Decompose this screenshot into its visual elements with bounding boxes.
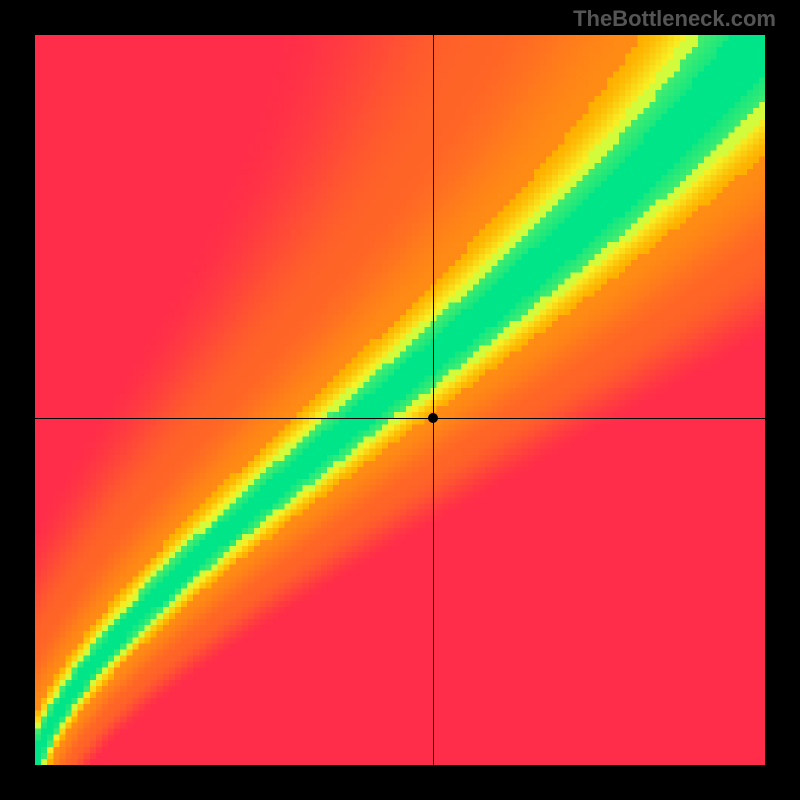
crosshair-marker <box>428 413 438 423</box>
heatmap-plot <box>35 35 765 765</box>
crosshair-horizontal <box>35 418 765 419</box>
watermark-text: TheBottleneck.com <box>573 6 776 32</box>
heatmap-canvas <box>35 35 765 765</box>
crosshair-vertical <box>433 35 434 765</box>
